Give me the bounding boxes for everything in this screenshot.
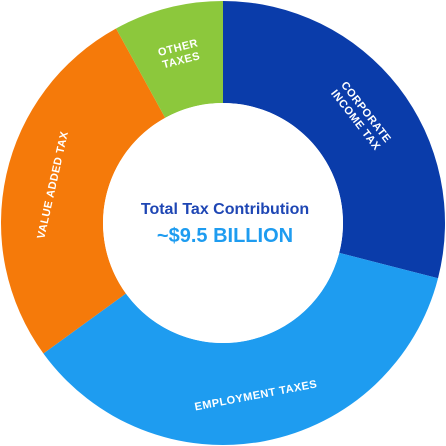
center-title: Total Tax Contribution (141, 201, 309, 218)
slice-other-taxes (116, 0, 223, 118)
center-value: ~$9.5 BILLION (157, 225, 293, 247)
slice-corporate-income-tax (223, 1, 445, 279)
donut-hole (103, 103, 343, 343)
slice-value-added-tax (0, 28, 166, 354)
slice-employment-taxes (43, 252, 439, 445)
